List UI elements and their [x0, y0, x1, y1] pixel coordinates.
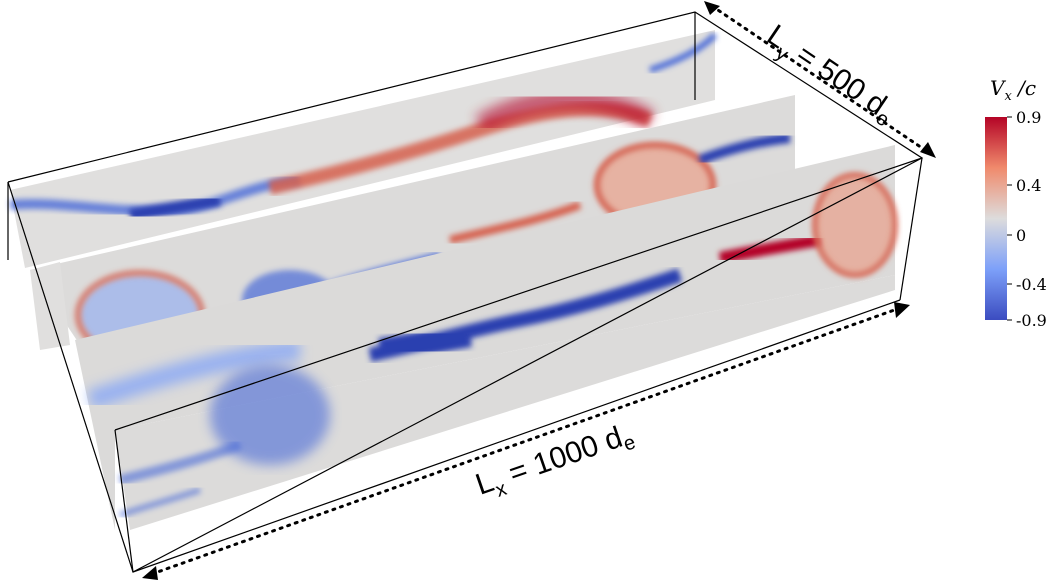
colorbar-tick-label: -0.4	[1016, 275, 1047, 294]
colorbar-tick-label: 0	[1016, 226, 1026, 245]
front-slice	[75, 145, 898, 530]
ly-dimension-arrow	[704, 1, 936, 158]
colorbar-title: Vx /c	[990, 76, 1036, 104]
colorbar: Vx /c 0.9 0.4 0 -0.4 -0.9	[985, 76, 1047, 330]
colorbar-gradient	[985, 117, 1007, 320]
lx-dimension-arrow	[142, 302, 910, 580]
bounding-box	[7, 11, 924, 573]
lx-label: Lx = 1000 de	[472, 417, 640, 507]
back-slice	[9, 30, 718, 268]
colorbar-tick-label: -0.9	[1016, 311, 1047, 330]
colorbar-tick-label: 0.4	[1016, 176, 1041, 195]
colorbar-tick-label: 0.9	[1016, 108, 1041, 127]
